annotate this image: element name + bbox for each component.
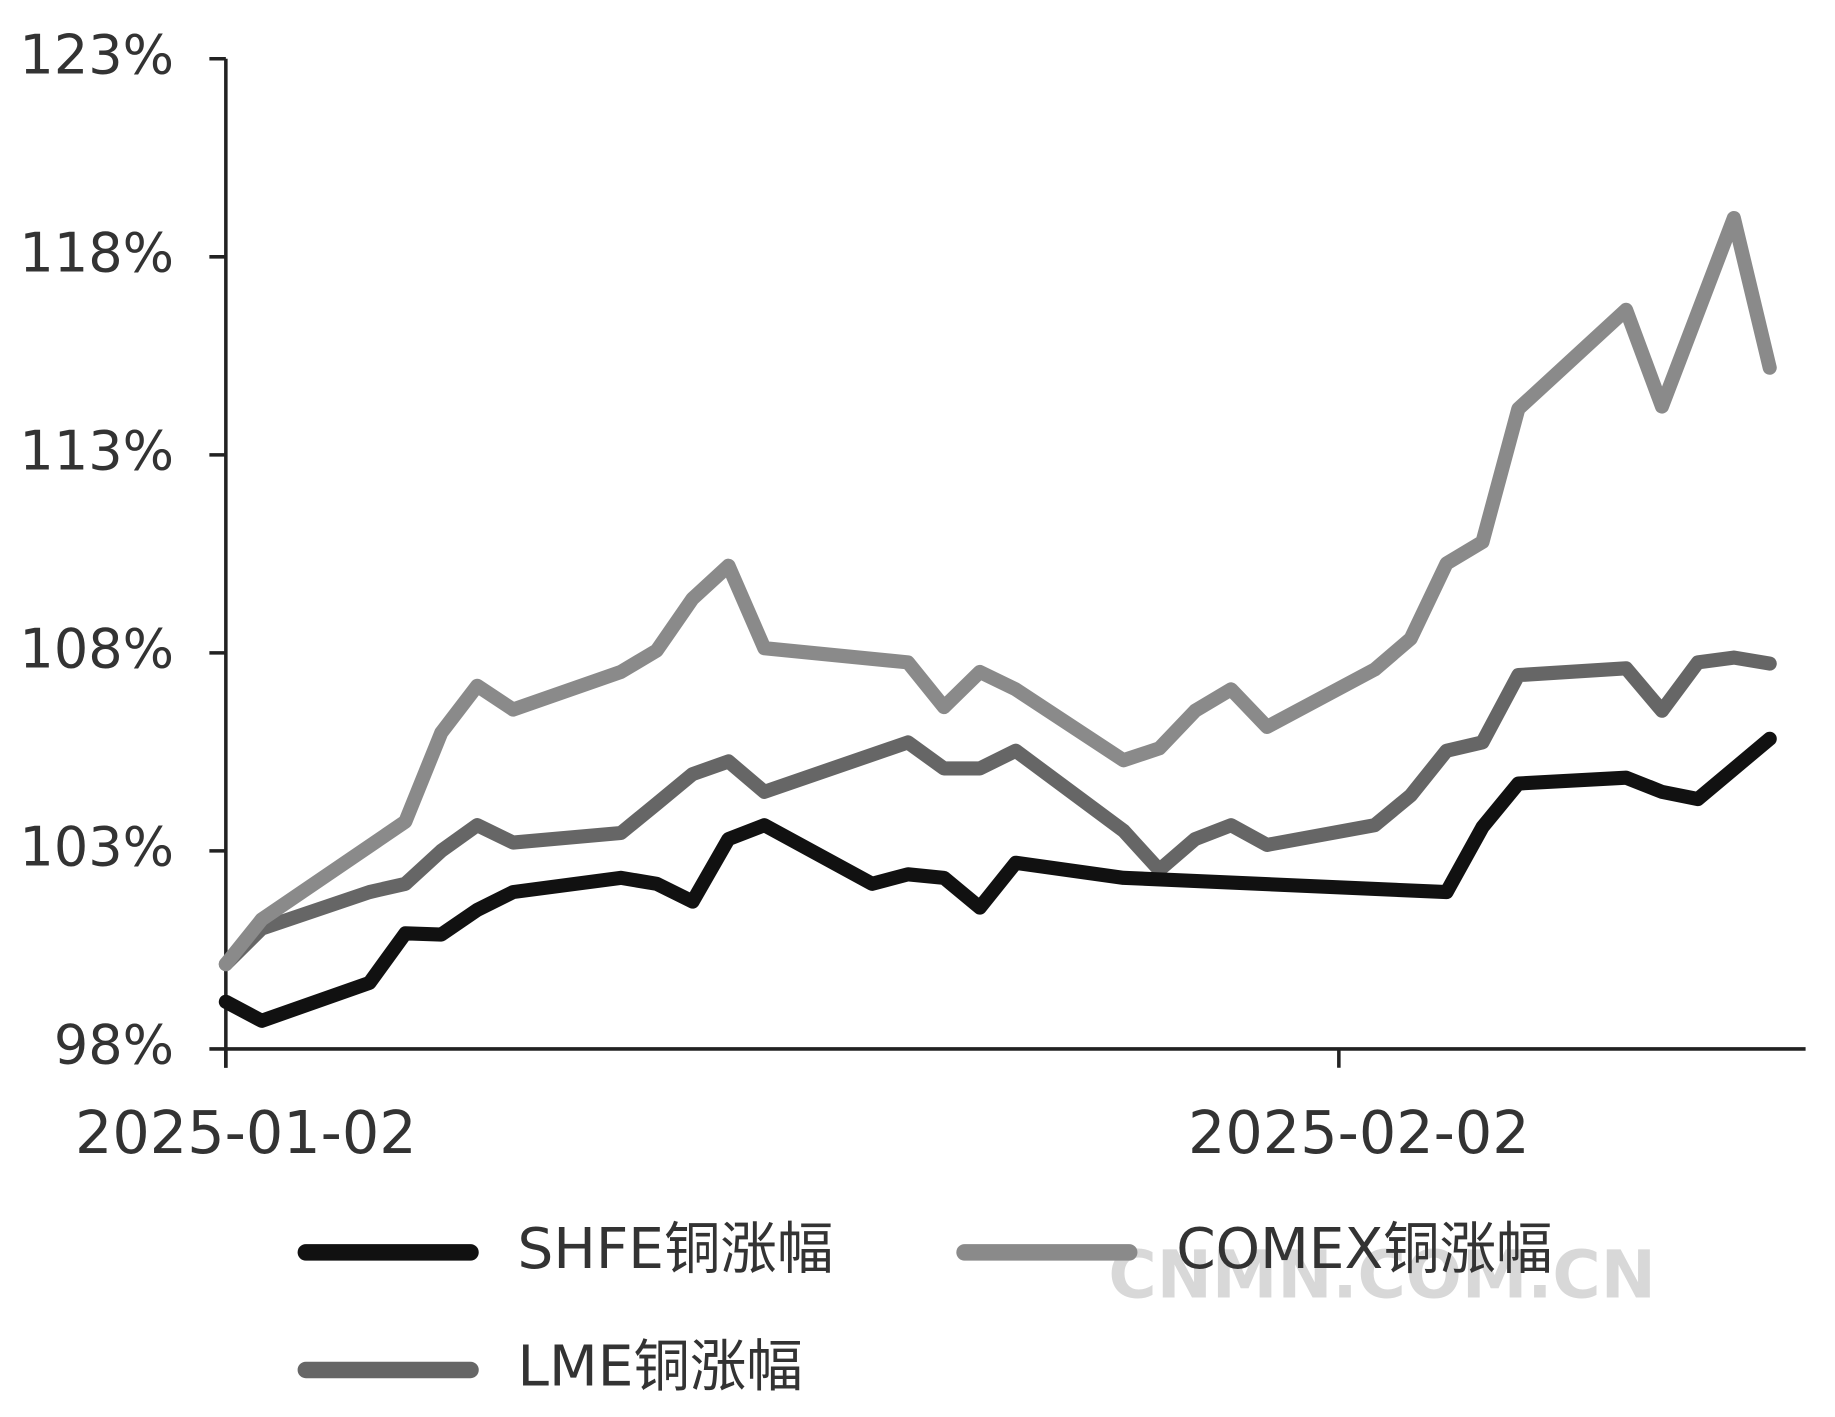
y-tick-label: 103%	[19, 816, 174, 879]
series-line	[218, 210, 1777, 972]
y-tick-label: 123%	[19, 23, 174, 86]
legend-label: LME铜涨幅	[518, 1335, 803, 1400]
x-tick-label: 2025-01-02	[75, 1098, 417, 1167]
y-tick-label: 108%	[19, 618, 174, 681]
legend-label: COMEX铜涨幅	[1176, 1217, 1552, 1282]
y-tick-label: 98%	[54, 1014, 174, 1077]
series-line	[218, 731, 1777, 1028]
y-tick-label: 113%	[19, 419, 174, 482]
x-tick-label: 2025-02-02	[1188, 1098, 1530, 1167]
watermark: CNMN.COM.CN	[1108, 1236, 1656, 1313]
series-line	[218, 650, 1777, 972]
y-tick-label: 118%	[19, 221, 174, 284]
legend-label: SHFE铜涨幅	[518, 1217, 834, 1282]
